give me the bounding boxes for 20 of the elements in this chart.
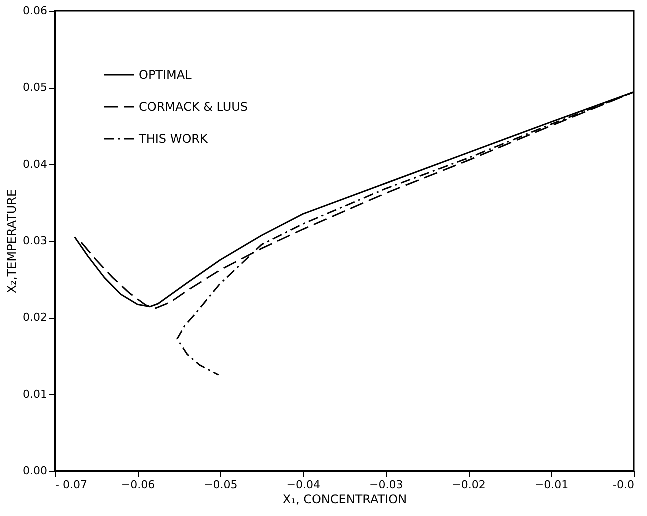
y-axis-title: X₂,TEMPERATURE (5, 189, 20, 294)
x-tick-label: −0.01 (534, 478, 569, 492)
legend-label: OPTIMAL (139, 68, 192, 82)
y-tick-label: 0.00 (23, 464, 48, 478)
x-tick-label: −0.06 (121, 478, 156, 492)
x-tick-label: −0.02 (452, 478, 486, 492)
x-tick-label: -0.0 (613, 478, 634, 492)
x-tick-label: −0.05 (204, 478, 238, 492)
legend-label: THIS WORK (138, 132, 209, 146)
y-tick-label: 0.06 (23, 4, 48, 18)
x-tick-label: - 0.07 (56, 478, 88, 492)
y-tick-label: 0.05 (23, 81, 48, 94)
y-tick-label: 0.03 (23, 234, 48, 248)
y-tick-label: 0.04 (23, 158, 48, 171)
legend-label: CORMACK & LUUS (139, 100, 248, 114)
x-tick-label: −0.04 (286, 478, 320, 492)
x-axis-title: X₁, CONCENTRATION (282, 492, 408, 506)
x-tick-label: −0.03 (370, 478, 404, 492)
y-tick-label: 0.02 (23, 311, 48, 324)
y-tick-label: 0.01 (23, 388, 48, 401)
